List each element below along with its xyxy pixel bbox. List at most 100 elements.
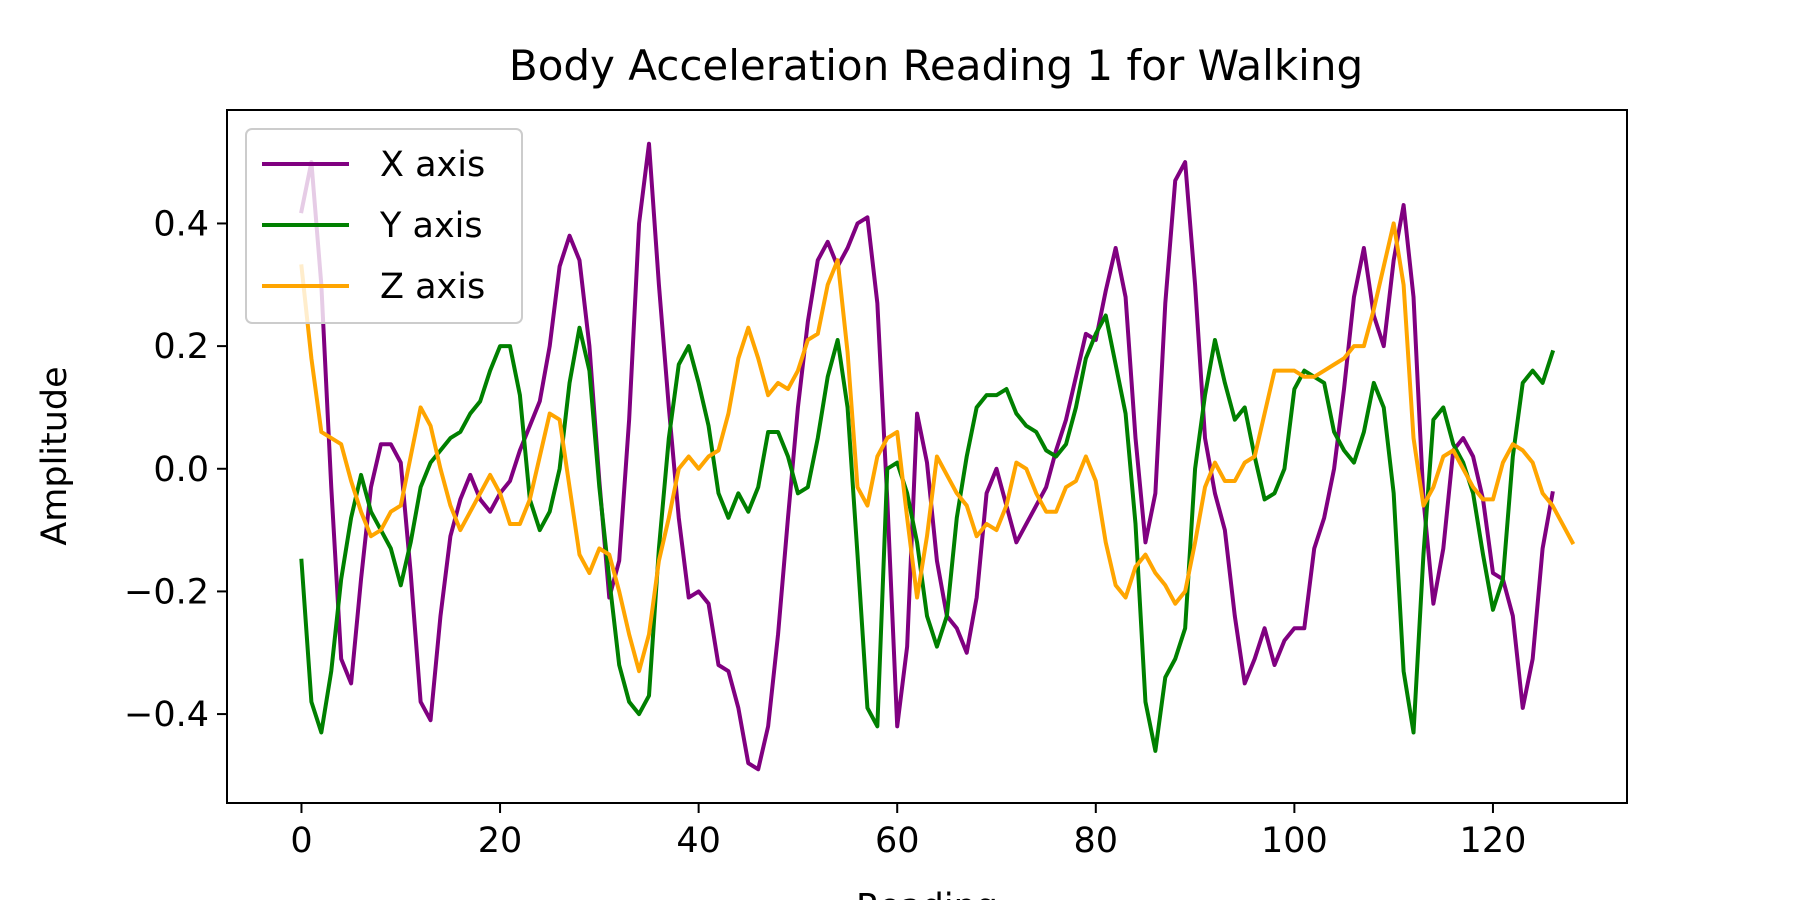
data-point-y-axis — [846, 405, 850, 409]
data-point-z-axis — [1491, 497, 1495, 501]
data-point-z-axis — [697, 467, 701, 471]
data-point-z-axis — [1054, 510, 1058, 514]
legend-label-x-axis: X axis — [380, 145, 485, 185]
data-point-z-axis — [369, 534, 373, 538]
data-point-y-axis — [935, 645, 939, 649]
data-point-x-axis — [617, 559, 621, 563]
data-point-x-axis — [577, 258, 581, 262]
data-point-x-axis — [1332, 467, 1336, 471]
legend-label-y-axis: Y axis — [379, 206, 483, 246]
data-point-x-axis — [716, 663, 720, 667]
data-point-y-axis — [1024, 424, 1028, 428]
data-point-x-axis — [369, 485, 373, 489]
data-point-y-axis — [736, 491, 740, 495]
data-point-z-axis — [1084, 455, 1088, 458]
data-point-x-axis — [548, 344, 552, 348]
data-point-y-axis — [647, 694, 651, 698]
data-point-z-axis — [687, 455, 691, 458]
data-point-z-axis — [488, 473, 492, 477]
data-point-z-axis — [786, 387, 790, 391]
data-point-z-axis — [1183, 589, 1187, 593]
data-point-x-axis — [1223, 528, 1227, 532]
data-point-x-axis — [1173, 179, 1177, 183]
data-point-z-axis — [409, 455, 413, 458]
data-point-z-axis — [1223, 479, 1227, 483]
data-point-z-axis — [518, 522, 522, 526]
x-axis-ticks: 0 20 40 60 80 100 120 — [290, 803, 1526, 861]
data-point-y-axis — [1501, 577, 1505, 581]
data-point-x-axis — [846, 246, 850, 250]
data-point-y-axis — [726, 516, 730, 520]
data-point-x-axis — [856, 221, 859, 225]
data-point-z-axis — [329, 436, 333, 440]
data-point-z-axis — [389, 510, 393, 514]
data-point-z-axis — [627, 632, 631, 636]
data-point-z-axis — [985, 522, 989, 526]
data-point-y-axis — [558, 467, 562, 471]
data-point-y-axis — [1064, 442, 1068, 446]
data-point-y-axis — [1054, 455, 1058, 458]
series-z-axis — [299, 221, 1576, 674]
data-point-x-axis — [995, 467, 998, 471]
data-point-y-axis — [1471, 491, 1475, 495]
data-point-x-axis — [746, 761, 750, 765]
data-point-z-axis — [1421, 504, 1425, 508]
data-point-x-axis — [1163, 301, 1167, 305]
data-point-z-axis — [776, 381, 780, 385]
data-point-x-axis — [1491, 571, 1495, 575]
data-point-y-axis — [1193, 467, 1197, 471]
data-point-z-axis — [379, 528, 383, 532]
data-point-z-axis — [498, 491, 502, 495]
data-point-y-axis — [458, 430, 462, 434]
data-point-y-axis — [1243, 405, 1247, 409]
data-point-x-axis — [707, 602, 711, 606]
data-point-y-axis — [1084, 356, 1088, 360]
data-point-y-axis — [478, 399, 482, 403]
data-point-x-axis — [1074, 375, 1078, 379]
x-tick-label: 80 — [1074, 821, 1119, 861]
data-point-y-axis — [1143, 700, 1147, 704]
data-point-z-axis — [726, 412, 730, 416]
data-point-y-axis — [1372, 381, 1376, 385]
data-point-x-axis — [1114, 246, 1118, 250]
y-axis-ticks: −0.4 −0.2 0.0 0.2 0.4 — [124, 204, 227, 735]
x-tick-label: 120 — [1460, 821, 1527, 861]
x-tick-label: 20 — [478, 821, 523, 861]
data-point-y-axis — [329, 669, 333, 673]
data-point-y-axis — [1412, 730, 1416, 734]
data-point-y-axis — [488, 369, 492, 373]
data-point-z-axis — [528, 497, 532, 501]
data-point-y-axis — [359, 473, 363, 477]
data-point-y-axis — [915, 540, 919, 544]
data-point-x-axis — [1134, 436, 1138, 440]
x-tick-label: 60 — [875, 821, 920, 861]
data-point-z-axis — [1570, 540, 1574, 544]
data-point-z-axis — [1004, 504, 1008, 508]
data-point-x-axis — [1431, 602, 1435, 606]
data-point-x-axis — [776, 632, 780, 636]
data-point-z-axis — [1044, 510, 1048, 514]
data-point-x-axis — [697, 589, 701, 593]
data-point-z-axis — [587, 571, 591, 575]
data-point-x-axis — [726, 669, 730, 673]
data-point-z-axis — [1461, 467, 1465, 471]
data-point-z-axis — [1511, 442, 1515, 446]
data-point-z-axis — [716, 448, 720, 452]
data-point-z-axis — [468, 510, 472, 514]
data-point-z-axis — [419, 405, 423, 409]
data-point-y-axis — [1114, 363, 1118, 367]
data-point-z-axis — [1114, 583, 1118, 587]
data-point-y-axis — [895, 461, 899, 465]
data-point-y-axis — [1302, 369, 1306, 373]
data-point-z-axis — [339, 442, 343, 446]
data-point-z-axis — [1094, 479, 1098, 483]
data-point-y-axis — [995, 393, 998, 397]
chart-title: Body Acceleration Reading 1 for Walking — [509, 41, 1363, 90]
data-point-x-axis — [816, 258, 820, 262]
data-point-x-axis — [627, 418, 631, 422]
data-point-z-axis — [955, 491, 959, 495]
data-point-x-axis — [985, 491, 989, 495]
data-point-z-axis — [1402, 283, 1406, 287]
data-point-z-axis — [1034, 491, 1038, 495]
data-point-y-axis — [508, 344, 512, 348]
